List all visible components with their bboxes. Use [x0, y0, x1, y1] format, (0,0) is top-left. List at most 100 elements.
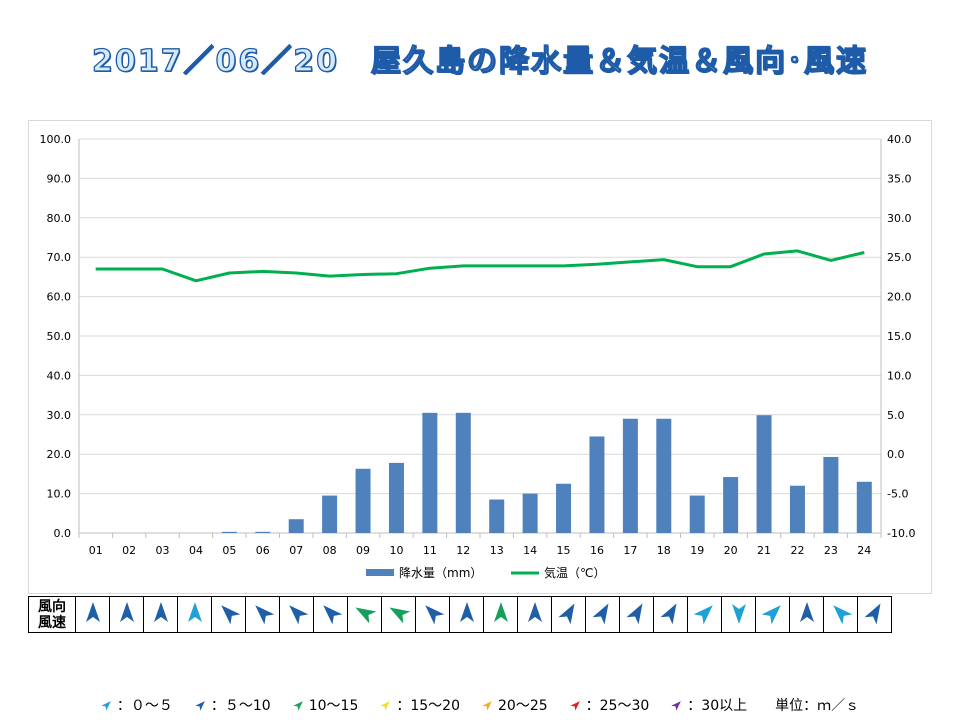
wind-cell — [517, 596, 552, 633]
combo-chart: 0.0 10.0 20.0 30.0 40.0 50.0 60.0 70.0 80.0 90.0 1… — [40, 133, 916, 580]
y-right-tick-label: 20.0 — [887, 291, 912, 304]
bar-precipitation — [422, 412, 438, 533]
y-right-tick-label: 5.0 — [887, 409, 905, 422]
x-tick-label: 23 — [824, 544, 838, 557]
wind-cell — [755, 596, 790, 633]
wind-cell — [823, 596, 858, 633]
wind-arrow-icon — [761, 604, 781, 624]
wind-cell — [449, 596, 484, 633]
wind-legend-label: ：15～20 — [396, 698, 460, 714]
wind-arrow-icon — [527, 601, 542, 622]
wind-legend-label: 10～15 — [308, 698, 359, 714]
x-tick-label: 24 — [857, 544, 871, 557]
wind-cell — [177, 596, 212, 633]
wind-arrow-icon — [424, 604, 444, 624]
wind-legend-item: 20～25 — [482, 695, 548, 715]
wind-cell — [381, 596, 416, 633]
wind-arrow-icon — [220, 604, 240, 624]
x-tick-label: 05 — [222, 544, 236, 557]
wind-cell — [687, 596, 722, 633]
wind-legend-item: 10～15 — [293, 695, 359, 715]
y-left-tick-label: 10.0 — [47, 488, 72, 501]
y-right-tick-label: 40.0 — [887, 133, 912, 146]
wind-arrow-icon — [153, 601, 168, 622]
wind-legend-unit: 単位：ｍ／ｓ — [775, 698, 860, 714]
wind-cell — [75, 596, 110, 633]
wind-cell — [313, 596, 348, 633]
wind-cell — [347, 596, 382, 633]
legend-label-precipitation: 降水量（mm） — [399, 566, 482, 580]
bar-precipitation — [789, 485, 805, 533]
wind-cell — [585, 596, 620, 633]
y-left-tick-label: 0.0 — [54, 527, 72, 540]
bar-precipitation — [689, 495, 705, 533]
x-tick-label: 03 — [156, 544, 170, 557]
x-tick-label: 16 — [590, 544, 604, 557]
wind-arrow-icon — [832, 604, 852, 624]
wind-cell — [245, 596, 280, 633]
wind-cell — [551, 596, 586, 633]
x-tick-label: 01 — [89, 544, 103, 557]
y-right-tick-label: -10.0 — [887, 527, 915, 540]
y-right-tick-label: 0.0 — [887, 448, 905, 461]
wind-cell — [143, 596, 178, 633]
bar-precipitation — [355, 468, 371, 533]
x-tick-label: 11 — [423, 544, 437, 557]
wind-arrow-icon — [388, 607, 410, 624]
x-tick-label: 12 — [456, 544, 470, 557]
x-tick-label: 08 — [323, 544, 337, 557]
x-tick-label: 20 — [724, 544, 738, 557]
y-right-tick-label: 35.0 — [887, 172, 912, 185]
x-tick-label: 22 — [790, 544, 804, 557]
bar-precipitation — [255, 531, 271, 533]
x-tick-label: 13 — [490, 544, 504, 557]
y-right-tick-label: -5.0 — [887, 488, 908, 501]
x-tick-label: 04 — [189, 544, 203, 557]
wind-arrow-icon — [380, 701, 391, 711]
y-left-tick-label: 60.0 — [47, 291, 72, 304]
wind-arrow-icon — [625, 602, 642, 624]
wind-legend-item: ：５～10 — [195, 695, 271, 715]
wind-legend-label: ：25～30 — [585, 698, 650, 714]
wind-cell — [211, 596, 246, 633]
bar-precipitation — [622, 418, 638, 533]
wind-arrow-icon — [863, 602, 880, 624]
wind-arrow-icon — [693, 604, 713, 624]
wind-cell — [415, 596, 450, 633]
wind-legend-label: ：０～５ — [116, 698, 173, 714]
wind-header: 風向 風速 — [28, 596, 76, 633]
x-tick-label: 06 — [256, 544, 270, 557]
y-left-tick-label: 80.0 — [47, 212, 72, 225]
wind-arrow-icon — [459, 601, 474, 622]
wind-cell — [857, 596, 892, 633]
bar-precipitation — [455, 412, 471, 533]
wind-arrow-icon — [557, 602, 574, 624]
y-right-tick-label: 15.0 — [887, 330, 912, 343]
wind-cell — [483, 596, 518, 633]
wind-legend-label: 20～25 — [498, 698, 548, 714]
wind-arrow-icon — [322, 604, 342, 624]
bar-precipitation — [522, 493, 538, 533]
wind-arrow-icon — [293, 701, 303, 711]
x-tick-label: 10 — [389, 544, 403, 557]
bar-precipitation — [723, 477, 739, 533]
bar-precipitation — [221, 531, 237, 533]
x-tick-label: 14 — [523, 544, 537, 557]
bar-precipitation — [556, 483, 572, 533]
wind-arrow-icon — [569, 701, 580, 711]
x-tick-label: 18 — [657, 544, 671, 557]
x-tick-label: 15 — [557, 544, 571, 557]
wind-legend-item: ：30以上 — [671, 695, 747, 715]
x-tick-label: 07 — [289, 544, 303, 557]
y-left-tick-label: 20.0 — [47, 448, 72, 461]
wind-arrow-icon — [119, 601, 134, 622]
wind-legend-item: ：15～20 — [380, 695, 460, 715]
bar-precipitation — [656, 418, 672, 533]
wind-arrow-icon — [187, 601, 202, 622]
wind-header-speed: 風速 — [38, 614, 66, 631]
wind-arrow-icon — [731, 603, 746, 624]
bar-precipitation — [823, 456, 839, 533]
x-tick-label: 09 — [356, 544, 370, 557]
y-right-tick-label: 25.0 — [887, 251, 912, 264]
y-right-tick-label: 10.0 — [887, 369, 912, 382]
